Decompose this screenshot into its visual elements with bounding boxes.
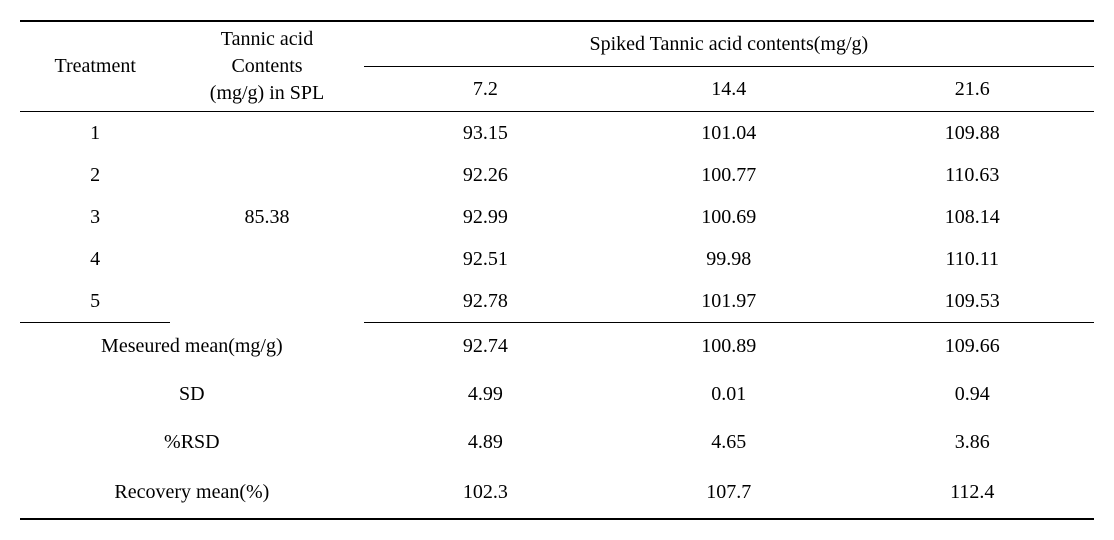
treatment-label: Treatment xyxy=(54,55,135,77)
col-header-tannic: Tannic acid Contents (mg/g) in SPL xyxy=(170,21,363,112)
summary-value: 4.89 xyxy=(364,419,607,467)
cell-value: 110.11 xyxy=(851,238,1094,280)
cell-value: 109.88 xyxy=(851,112,1094,155)
cell-value: 101.97 xyxy=(607,280,850,323)
summary-value: 109.66 xyxy=(851,323,1094,371)
cell-value: 100.69 xyxy=(607,196,850,238)
summary-value: 4.65 xyxy=(607,419,850,467)
summary-row: Meseured mean(mg/g) 92.74 100.89 109.66 xyxy=(20,323,1094,371)
cell-value: 92.99 xyxy=(364,196,607,238)
tannic-acid-table: Treatment Tannic acid Contents (mg/g) in… xyxy=(20,20,1094,520)
summary-value: 4.99 xyxy=(364,371,607,419)
tannic-line2: Contents xyxy=(170,53,363,80)
summary-value: 92.74 xyxy=(364,323,607,371)
spiked-header-label: Spiked Tannic acid contents(mg/g) xyxy=(589,33,868,55)
tannic-line3: (mg/g) in SPL xyxy=(170,80,363,107)
cell-value: 101.04 xyxy=(607,112,850,155)
cell-value: 92.26 xyxy=(364,154,607,196)
col-header-spiked: Spiked Tannic acid contents(mg/g) xyxy=(364,21,1094,67)
spike-level-3: 21.6 xyxy=(851,67,1094,112)
summary-row: %RSD 4.89 4.65 3.86 xyxy=(20,419,1094,467)
cell-value: 110.63 xyxy=(851,154,1094,196)
summary-value: 0.94 xyxy=(851,371,1094,419)
cell-treatment: 1 xyxy=(20,112,170,155)
summary-value: 112.4 xyxy=(851,467,1094,519)
col-header-treatment: Treatment xyxy=(20,21,170,112)
cell-treatment: 5 xyxy=(20,280,170,323)
summary-value: 0.01 xyxy=(607,371,850,419)
spike-level-1: 7.2 xyxy=(364,67,607,112)
tannic-line1: Tannic acid xyxy=(170,26,363,53)
cell-treatment: 3 xyxy=(20,196,170,238)
cell-value: 100.77 xyxy=(607,154,850,196)
cell-value: 99.98 xyxy=(607,238,850,280)
summary-row: Recovery mean(%) 102.3 107.7 112.4 xyxy=(20,467,1094,519)
summary-value: 3.86 xyxy=(851,419,1094,467)
cell-value: 92.51 xyxy=(364,238,607,280)
cell-value: 93.15 xyxy=(364,112,607,155)
summary-label: %RSD xyxy=(20,419,364,467)
cell-treatment: 4 xyxy=(20,238,170,280)
cell-value: 92.78 xyxy=(364,280,607,323)
table-row: 1 85.38 93.15 101.04 109.88 xyxy=(20,112,1094,155)
spike-level-2: 14.4 xyxy=(607,67,850,112)
summary-label: Meseured mean(mg/g) xyxy=(20,323,364,371)
cell-spl-value: 85.38 xyxy=(170,112,363,323)
summary-label: SD xyxy=(20,371,364,419)
cell-value: 109.53 xyxy=(851,280,1094,323)
summary-row: SD 4.99 0.01 0.94 xyxy=(20,371,1094,419)
table-container: Treatment Tannic acid Contents (mg/g) in… xyxy=(20,20,1094,520)
cell-treatment: 2 xyxy=(20,154,170,196)
cell-value: 108.14 xyxy=(851,196,1094,238)
summary-label: Recovery mean(%) xyxy=(20,467,364,519)
summary-value: 102.3 xyxy=(364,467,607,519)
summary-value: 107.7 xyxy=(607,467,850,519)
summary-value: 100.89 xyxy=(607,323,850,371)
